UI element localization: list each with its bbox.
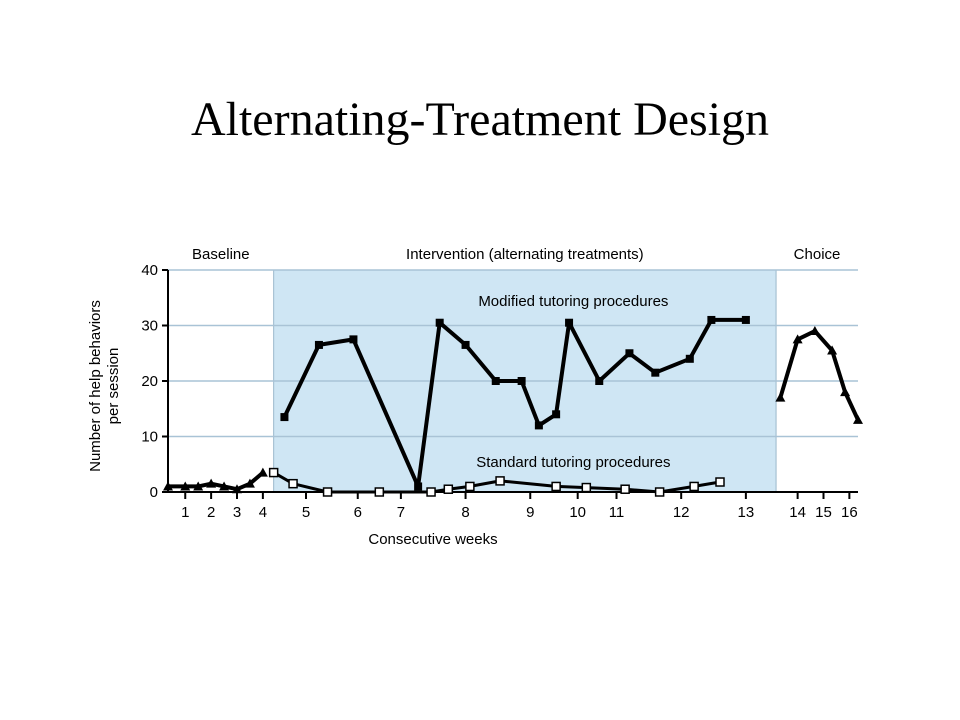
data-point	[565, 318, 574, 327]
series-line-2	[272, 471, 721, 494]
data-point	[495, 476, 505, 486]
data-point	[552, 410, 561, 419]
data-point	[374, 487, 385, 497]
data-point	[435, 318, 444, 327]
data-point	[809, 326, 820, 336]
y-tick-label: 40	[141, 262, 158, 279]
phase-label-1: Intervention (alternating treatments)	[406, 246, 644, 263]
data-point	[853, 414, 863, 424]
data-point	[322, 487, 333, 497]
data-point	[280, 413, 289, 422]
x-tick-label: 11	[609, 504, 625, 521]
x-tick-label: 5	[302, 504, 310, 521]
data-point	[581, 482, 592, 493]
chart-labels: Baseline Intervention (alternating treatm…	[87, 246, 840, 548]
x-tick-label: 6	[354, 504, 362, 521]
phase-label-2: Choice	[794, 246, 841, 263]
x-tick-label: 9	[526, 504, 534, 521]
data-point	[689, 481, 699, 492]
data-point	[193, 481, 204, 491]
slide-title: Alternating-Treatment Design	[190, 93, 770, 146]
data-point	[288, 478, 298, 489]
x-tick-label: 3	[233, 504, 241, 521]
x-tick-label: 15	[815, 504, 832, 521]
data-point	[443, 484, 454, 494]
data-point	[792, 334, 803, 344]
data-point	[741, 315, 750, 324]
y-tick-label: 30	[141, 318, 158, 335]
data-point	[244, 478, 255, 488]
x-tick-label: 4	[259, 504, 267, 521]
data-point	[517, 377, 526, 385]
x-tick-label: 16	[841, 504, 858, 521]
data-point	[314, 340, 323, 349]
data-point	[534, 421, 543, 430]
x-tick-label: 10	[569, 504, 586, 521]
data-point	[206, 478, 217, 488]
y-axis-label-line-1: per session	[105, 348, 122, 425]
data-point	[180, 481, 191, 491]
data-point	[715, 477, 725, 487]
data-series	[163, 315, 863, 497]
phase-label-0: Baseline	[192, 246, 250, 263]
data-point	[840, 387, 851, 397]
data-point	[620, 484, 630, 494]
series-label-1: Modified tutoring procedures	[478, 293, 668, 310]
data-point	[827, 345, 838, 355]
x-axis-label: Consecutive weeks	[368, 531, 497, 548]
data-point	[651, 368, 660, 377]
x-tick-label: 13	[738, 504, 755, 521]
series-label-2: Standard tutoring procedures	[476, 454, 670, 471]
data-point	[268, 467, 279, 478]
y-tick-label: 20	[141, 373, 158, 390]
data-point	[257, 467, 268, 477]
data-point	[414, 482, 423, 491]
x-tick-label: 7	[397, 504, 405, 521]
x-tick-label: 1	[181, 504, 189, 521]
data-point	[465, 481, 475, 492]
data-point	[426, 487, 436, 497]
data-point	[551, 481, 561, 492]
data-point	[595, 377, 604, 385]
data-point	[349, 335, 358, 344]
x-tick-label: 12	[673, 504, 690, 521]
data-point	[461, 340, 470, 349]
data-point	[654, 487, 665, 497]
data-point	[707, 315, 716, 324]
x-tick-label: 14	[789, 504, 806, 521]
y-tick-label: 0	[150, 484, 158, 501]
y-axis-label-line-0: Number of help behaviors	[87, 300, 104, 472]
data-point	[232, 484, 242, 494]
y-tick-label: 10	[141, 429, 158, 446]
x-tick-label: 8	[461, 504, 469, 521]
data-point	[625, 349, 634, 358]
data-point	[491, 377, 500, 385]
data-point	[775, 392, 786, 402]
data-point	[163, 481, 173, 491]
x-tick-label: 2	[207, 504, 215, 521]
data-point	[685, 354, 694, 363]
series-line-3	[778, 329, 860, 421]
data-point	[219, 481, 230, 491]
